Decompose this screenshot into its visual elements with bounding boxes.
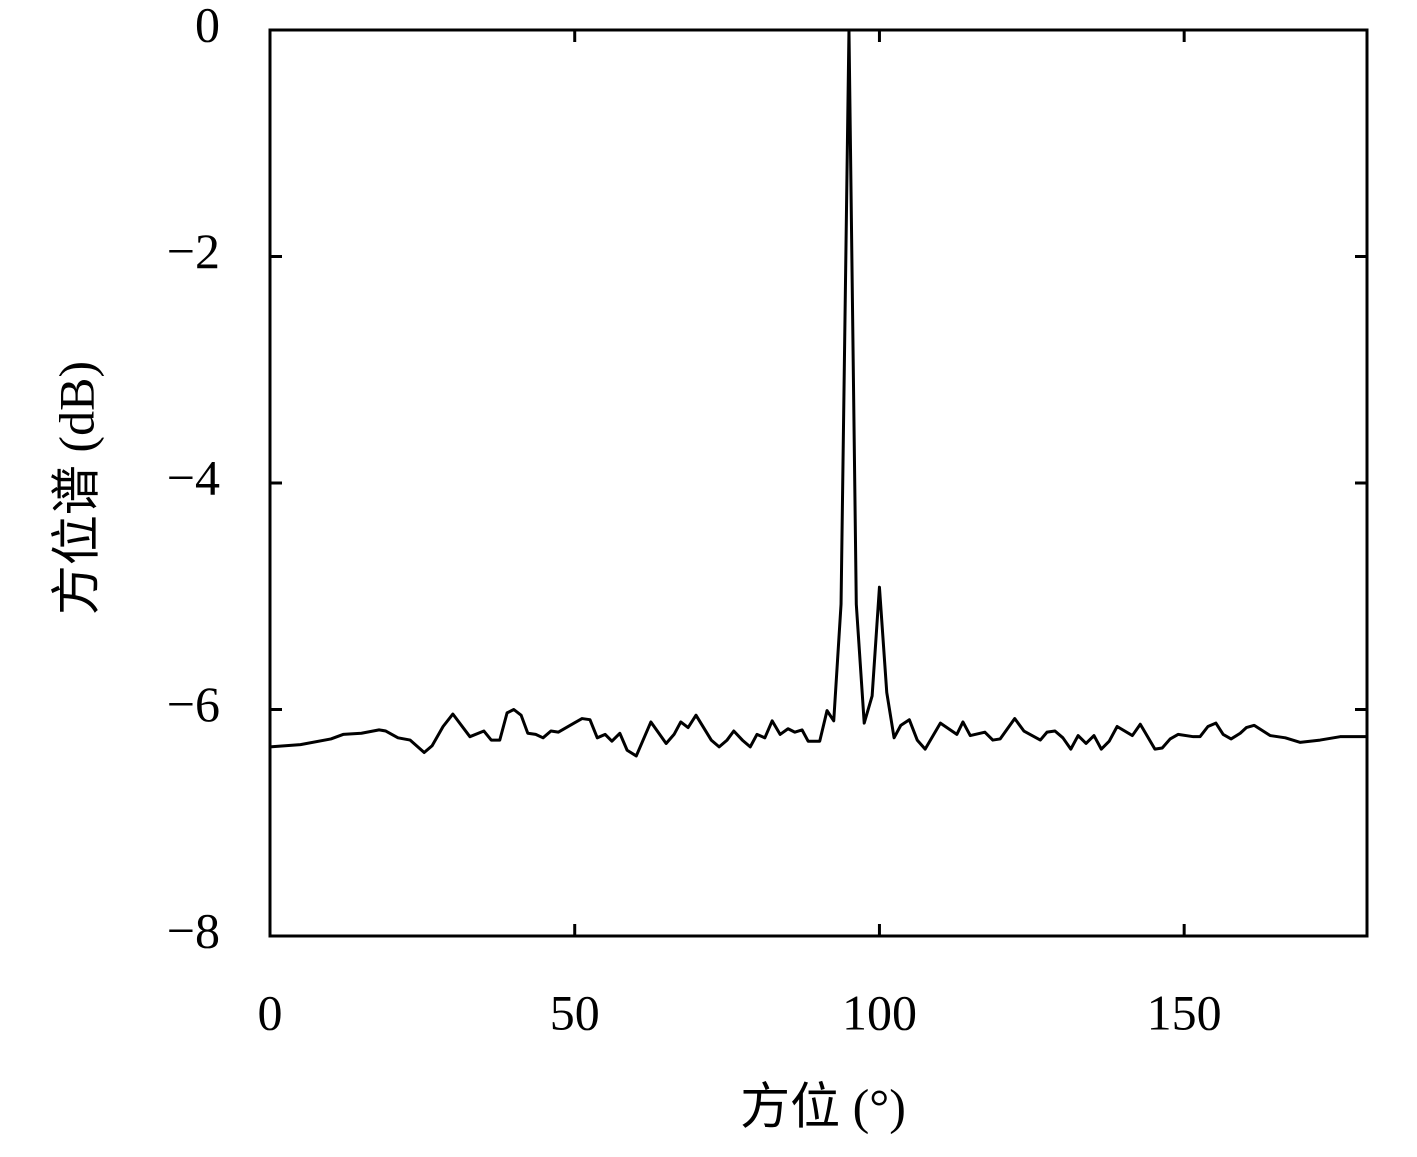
plot-frame [268, 28, 1369, 938]
y-tick-label: 0 [195, 0, 220, 52]
x-tick-label: 50 [550, 984, 600, 1040]
y-tick-label: −4 [167, 449, 220, 505]
line-series [269, 28, 1367, 758]
x-axis-label: 方位 (°) [740, 1078, 906, 1134]
y-axis-label: 方位谱 (dB) [48, 361, 104, 615]
y-tick-label: −6 [167, 676, 220, 732]
x-tick-label: 100 [842, 984, 917, 1040]
y-tick-label: −2 [167, 223, 220, 279]
x-tick-label: 0 [258, 984, 283, 1040]
x-tick-label: 150 [1147, 984, 1222, 1040]
y-tick-label: −8 [167, 902, 220, 958]
